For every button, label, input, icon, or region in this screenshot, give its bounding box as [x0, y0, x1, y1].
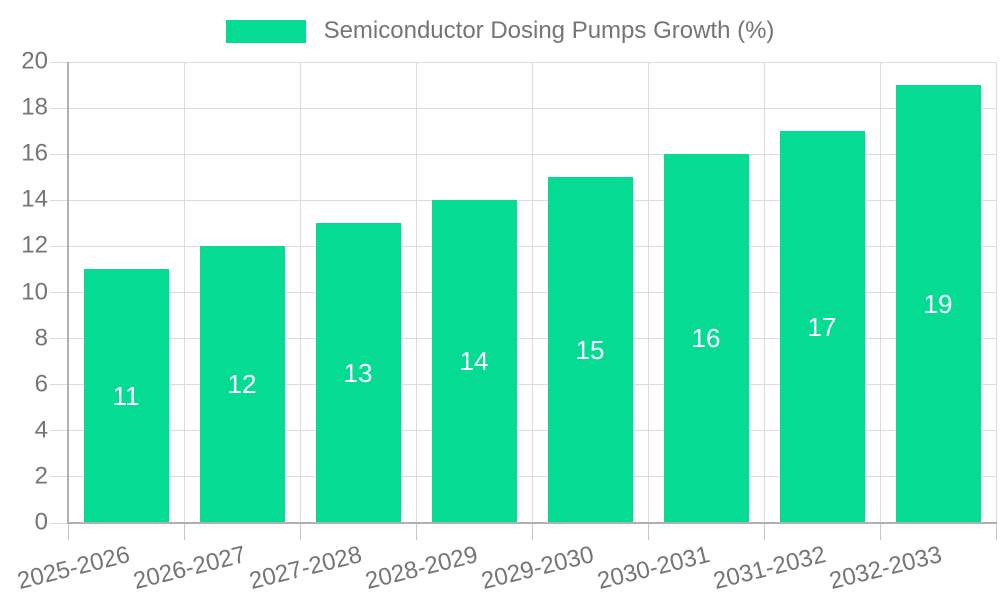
bar-value-label: 11	[112, 380, 140, 411]
y-axis-tick-label: 16	[21, 139, 48, 167]
gridline-horizontal	[50, 153, 996, 155]
x-axis-tick-mark	[415, 523, 417, 540]
y-axis-tick-label: 8	[34, 324, 48, 352]
y-axis-tick-label: 6	[34, 370, 48, 398]
gridline-horizontal	[50, 245, 996, 247]
x-axis-tick-mark	[531, 523, 533, 540]
y-axis-tick-label: 18	[21, 93, 48, 121]
gridline-vertical	[763, 62, 765, 523]
y-axis-tick-label: 12	[21, 231, 48, 259]
gridline-vertical	[647, 62, 649, 523]
y-axis-tick-label: 10	[21, 277, 48, 305]
y-axis-tick-label: 0	[34, 508, 48, 536]
gridline-horizontal	[50, 430, 996, 432]
gridline-vertical	[531, 62, 533, 523]
gridline-vertical	[879, 62, 881, 523]
legend-item[interactable]: Semiconductor Dosing Pumps Growth (%)	[225, 17, 775, 45]
bar[interactable]: 16	[663, 154, 749, 523]
bar-value-label: 15	[575, 334, 605, 365]
x-axis-tick-mark	[647, 523, 649, 540]
bar[interactable]: 11	[83, 269, 169, 523]
gridline-horizontal	[50, 476, 996, 478]
bar-value-label: 14	[459, 346, 489, 377]
x-axis-tick-mark	[763, 523, 765, 540]
bar-value-label: 17	[807, 311, 837, 342]
x-axis-tick-mark	[67, 523, 69, 540]
bar[interactable]: 17	[779, 131, 865, 523]
x-axis-line	[67, 522, 997, 524]
bar[interactable]: 15	[547, 177, 633, 523]
bar-value-label: 19	[923, 288, 953, 319]
gridline-vertical	[183, 62, 185, 523]
gridline-horizontal	[50, 384, 996, 386]
bar[interactable]: 13	[315, 223, 401, 523]
bar-value-label: 13	[343, 357, 373, 388]
gridline-horizontal	[50, 199, 996, 201]
bar[interactable]: 14	[431, 200, 517, 523]
bar-value-label: 16	[691, 323, 721, 354]
legend-swatch-icon	[225, 19, 306, 43]
gridline-horizontal	[50, 61, 996, 63]
y-axis-tick-label: 2	[34, 462, 48, 490]
gridline-horizontal	[50, 292, 996, 293]
gridline-vertical	[995, 62, 997, 523]
x-axis-tick-mark	[183, 523, 185, 540]
gridline-vertical	[415, 62, 417, 523]
bar[interactable]: 12	[199, 246, 285, 523]
y-axis-tick-label: 4	[34, 416, 48, 444]
y-axis-tick-label: 14	[21, 185, 48, 213]
x-axis-tick-mark	[299, 523, 301, 540]
bar-value-label: 12	[227, 369, 257, 400]
x-axis-tick-mark	[879, 523, 881, 540]
x-axis-tick-mark	[995, 523, 997, 540]
gridline-horizontal	[50, 338, 996, 340]
gridline-vertical	[299, 62, 301, 523]
legend: Semiconductor Dosing Pumps Growth (%)	[0, 17, 1000, 45]
legend-label: Semiconductor Dosing Pumps Growth (%)	[323, 17, 775, 44]
y-axis-line	[67, 62, 69, 523]
y-axis-tick-label: 20	[21, 47, 48, 75]
y-axis-labels: 0 2 4 6 8 10 12 14 16 18 20	[0, 47, 48, 535]
gridline-horizontal	[50, 107, 996, 109]
plot-area: 11 12 13 14 15 16 17 19	[50, 61, 997, 540]
bar[interactable]: 19	[895, 85, 981, 523]
